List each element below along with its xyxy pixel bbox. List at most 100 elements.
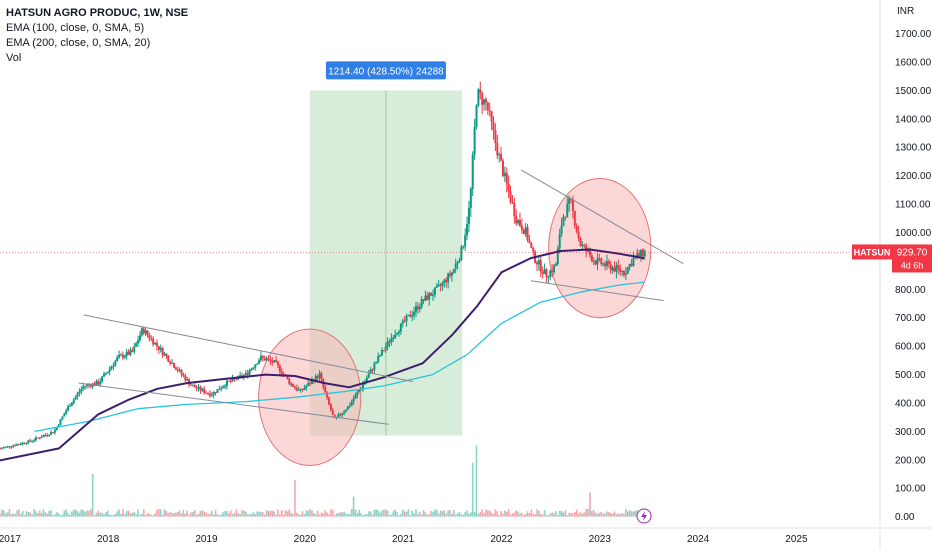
volume-bar bbox=[377, 510, 379, 517]
indicator-ema100[interactable]: EMA (100, close, 0, SMA, 5) bbox=[6, 22, 145, 34]
volume-bar bbox=[587, 509, 589, 517]
candle-body bbox=[216, 389, 219, 393]
volume-bar bbox=[400, 513, 402, 517]
volume-bar bbox=[14, 513, 16, 517]
volume-bar bbox=[390, 514, 393, 517]
volume-bar bbox=[496, 511, 499, 517]
time-tick-label: 2022 bbox=[490, 534, 513, 545]
volume-bar bbox=[146, 513, 149, 517]
candle-body bbox=[500, 154, 503, 161]
candle-body bbox=[65, 410, 68, 414]
candle-body bbox=[167, 356, 170, 362]
volume-bar bbox=[592, 510, 595, 517]
volume-bar bbox=[528, 513, 531, 517]
volume-bar bbox=[50, 510, 52, 517]
candle-body bbox=[191, 385, 194, 387]
volume-bar bbox=[250, 514, 253, 517]
candle-body bbox=[120, 354, 123, 356]
candle-body bbox=[125, 351, 128, 357]
volume-bar bbox=[558, 510, 561, 517]
volume-bar bbox=[471, 462, 474, 517]
candle-body bbox=[530, 242, 533, 248]
candle-body bbox=[31, 440, 34, 442]
volume-bar bbox=[383, 509, 385, 517]
candle-body bbox=[590, 255, 593, 262]
volume-bar bbox=[95, 512, 98, 517]
candle-body bbox=[212, 392, 215, 396]
volume-bar bbox=[190, 512, 192, 517]
candle-body bbox=[138, 335, 141, 341]
volume-bar bbox=[175, 512, 177, 517]
volume-bar bbox=[381, 510, 383, 517]
volume-bar bbox=[394, 509, 396, 517]
candle-body bbox=[441, 282, 444, 286]
candle-body bbox=[193, 385, 196, 388]
volume-bar bbox=[156, 509, 158, 517]
volume-bar bbox=[428, 514, 431, 517]
volume-bar bbox=[360, 513, 362, 517]
candle-body bbox=[48, 434, 51, 436]
volume-bar bbox=[575, 509, 578, 517]
volume-bar bbox=[218, 515, 221, 517]
volume-bar bbox=[617, 513, 620, 517]
indicator-volume[interactable]: Vol bbox=[6, 52, 22, 64]
candle-body bbox=[42, 435, 45, 438]
volume-bar bbox=[488, 510, 491, 517]
volume-bar bbox=[237, 513, 240, 517]
candle-body bbox=[101, 376, 104, 382]
volume-bar bbox=[413, 513, 415, 517]
candle-body bbox=[430, 293, 433, 296]
price-tick-label: 1700.00 bbox=[895, 29, 932, 40]
candle-body bbox=[447, 273, 450, 283]
price-tick-label: 1300.00 bbox=[895, 143, 932, 154]
volume-bar bbox=[369, 511, 372, 517]
candle-body bbox=[515, 216, 518, 224]
volume-bar bbox=[536, 509, 538, 517]
volume-bar bbox=[326, 512, 328, 517]
candle-body bbox=[282, 373, 285, 375]
candle-body bbox=[297, 389, 300, 391]
volume-bar bbox=[216, 514, 219, 517]
candle-body bbox=[432, 294, 435, 296]
volume-bar bbox=[477, 513, 480, 517]
candle-body bbox=[250, 368, 253, 371]
volume-bar bbox=[12, 513, 15, 517]
time-tick-label: 2021 bbox=[392, 534, 415, 545]
candle-body bbox=[140, 328, 143, 336]
candle-body bbox=[449, 273, 452, 276]
candle-body bbox=[203, 388, 206, 393]
candle-body bbox=[70, 402, 73, 406]
volume-bar bbox=[263, 514, 266, 517]
candle-body bbox=[492, 121, 495, 131]
volume-bar bbox=[539, 514, 542, 517]
candle-body bbox=[159, 348, 162, 350]
candle-body bbox=[433, 287, 436, 295]
volume-bar bbox=[114, 513, 117, 517]
volume-bar bbox=[473, 512, 476, 517]
indicator-ema200[interactable]: EMA (200, close, 0, SMA, 20) bbox=[6, 37, 151, 49]
candle-body bbox=[386, 341, 389, 347]
volume-bar bbox=[500, 511, 502, 517]
candle-body bbox=[172, 363, 175, 368]
candle-body bbox=[324, 386, 327, 393]
candle-body bbox=[59, 419, 62, 425]
volume-bar bbox=[333, 515, 336, 517]
time-axis[interactable]: 2017 2018 2019 2020 2021 2022 2023 2024 2025 bbox=[0, 527, 932, 545]
candle-body bbox=[420, 299, 423, 307]
candle-body bbox=[598, 258, 601, 260]
time-tick-label: 2023 bbox=[589, 534, 612, 545]
volume-bar bbox=[313, 513, 315, 517]
volume-bar bbox=[487, 510, 489, 517]
volume-bar bbox=[602, 513, 604, 517]
candle-body bbox=[522, 229, 525, 235]
candle-body bbox=[464, 235, 467, 247]
volume-bar bbox=[594, 512, 597, 517]
symbol-title[interactable]: HATSUN AGRO PRODUC, 1W, NSE bbox=[6, 7, 189, 19]
volume-bar bbox=[127, 510, 130, 517]
volume-bar bbox=[530, 509, 533, 517]
candle-body bbox=[40, 437, 43, 439]
volume-bar bbox=[335, 513, 338, 517]
candle-body bbox=[638, 253, 641, 256]
candle-body bbox=[201, 388, 204, 391]
